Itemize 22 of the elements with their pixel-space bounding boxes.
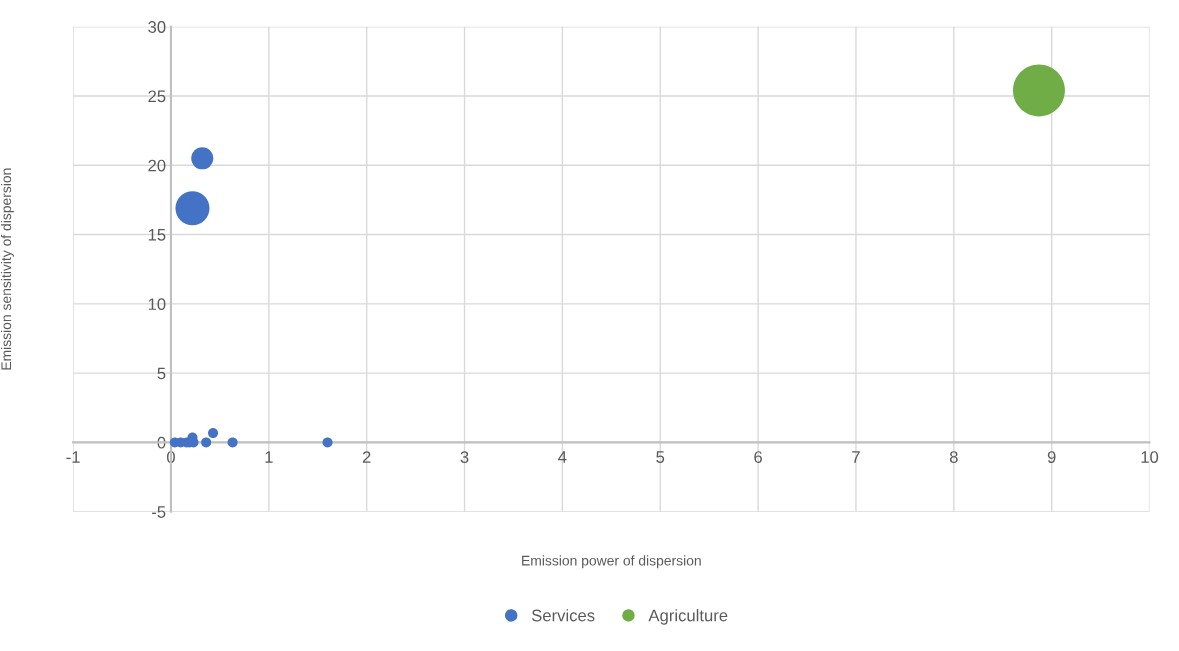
x-axis-title: Emission power of dispersion (522, 555, 701, 569)
x-tick-label: -1 (66, 451, 80, 463)
x-tick-label: 3 (460, 451, 469, 463)
y-tick-label: 5 (157, 367, 166, 380)
legend-label: Services (531, 609, 595, 622)
legend-label: Agriculture (648, 609, 728, 625)
y-tick-label: 20 (148, 159, 166, 172)
x-tick-label: 4 (558, 451, 567, 463)
x-tick-label: 8 (949, 451, 958, 463)
x-tick-label: 6 (754, 451, 762, 463)
x-tick-label: 2 (362, 451, 371, 463)
y-tick-label: 10 (148, 298, 166, 311)
y-tick-label: 25 (148, 90, 166, 103)
x-tick-label: 5 (656, 451, 665, 463)
x-tick-label: 9 (1047, 451, 1056, 463)
x-tick-label: 7 (852, 451, 860, 463)
x-tick-label: 10 (1141, 451, 1159, 463)
x-tick-label: 1 (265, 451, 273, 463)
y-tick-label: 30 (148, 21, 166, 33)
y-tick-label: -5 (152, 506, 166, 518)
y-tick-label: 15 (148, 229, 166, 241)
y-axis-title: Emission sensitivity of dispersion (0, 168, 14, 370)
